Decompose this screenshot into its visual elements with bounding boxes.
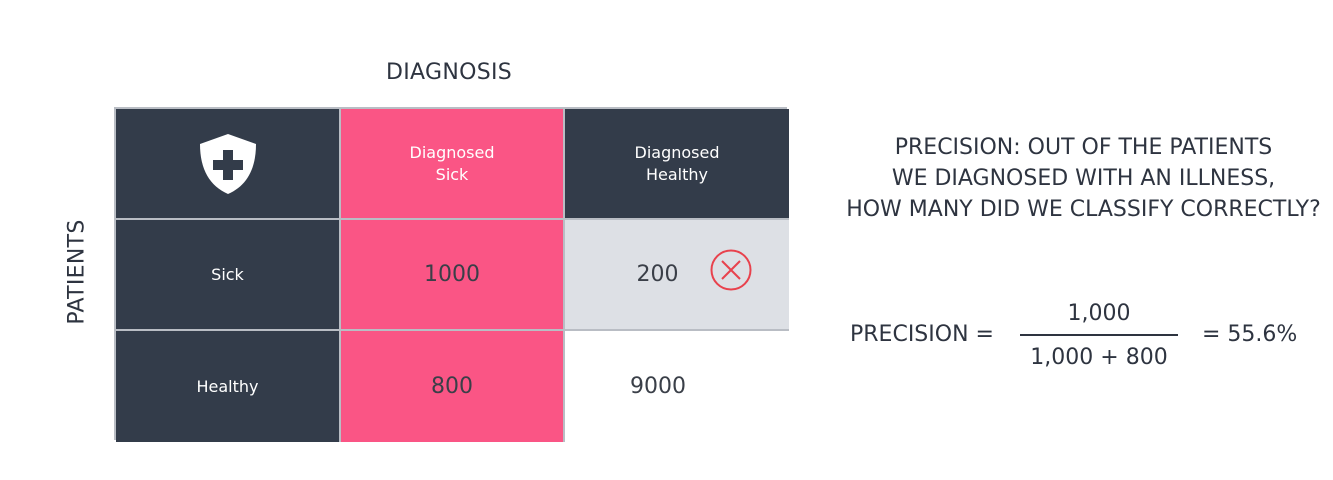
row-header-label: Sick [211, 265, 244, 284]
formula-label: PRECISION = [850, 322, 994, 347]
row-header-sick: Sick [116, 220, 341, 331]
formula-numerator: 1,000 [1067, 301, 1131, 326]
cell-true-negative: 9000 [565, 331, 789, 442]
cell-value: 9000 [630, 374, 686, 399]
description-line: PRECISION: OUT OF THE PATIENTS [894, 135, 1273, 160]
red-circle-x-icon [710, 249, 752, 291]
col-header-diagnosed-healthy: Diagnosed Healthy [565, 109, 789, 220]
medical-shield-icon [199, 133, 256, 194]
formula-result: = 55.6% [1202, 322, 1298, 347]
col-header-line1: Diagnosed [409, 142, 495, 162]
corner-cell [116, 109, 341, 220]
precision-formula: PRECISION = 1,000 1,000 + 800 = 55.6% [850, 298, 1320, 378]
cell-value: 200 [636, 262, 679, 287]
row-header-healthy: Healthy [116, 331, 341, 442]
description-line: WE DIAGNOSED WITH AN ILLNESS, [891, 166, 1276, 191]
col-header-diagnosed-sick: Diagnosed Sick [341, 109, 565, 220]
diagnosis-title: DIAGNOSIS [386, 60, 513, 85]
cell-true-positive: 1000 [341, 220, 565, 331]
fraction-bar [1020, 334, 1178, 336]
col-header-line2: Healthy [645, 164, 708, 184]
precision-description: PRECISION: OUT OF THE PATIENTS WE DIAGNO… [834, 132, 1333, 225]
col-header-line1: Diagnosed [634, 142, 720, 162]
cell-false-negative: 200 [565, 220, 789, 331]
cell-false-positive: 800 [341, 331, 565, 442]
cell-value: 800 [431, 374, 473, 399]
formula-denominator: 1,000 + 800 [1030, 345, 1168, 370]
formula-fraction: 1,000 1,000 + 800 [1020, 298, 1178, 374]
cell-value: 1000 [424, 262, 480, 287]
col-header-line2: Sick [435, 164, 469, 184]
description-line: HOW MANY DID WE CLASSIFY CORRECTLY? [846, 197, 1321, 222]
patients-title: PATIENTS [64, 219, 90, 325]
confusion-matrix: Diagnosed Sick Diagnosed Healthy Sick 10… [114, 107, 789, 442]
row-header-label: Healthy [196, 377, 259, 396]
